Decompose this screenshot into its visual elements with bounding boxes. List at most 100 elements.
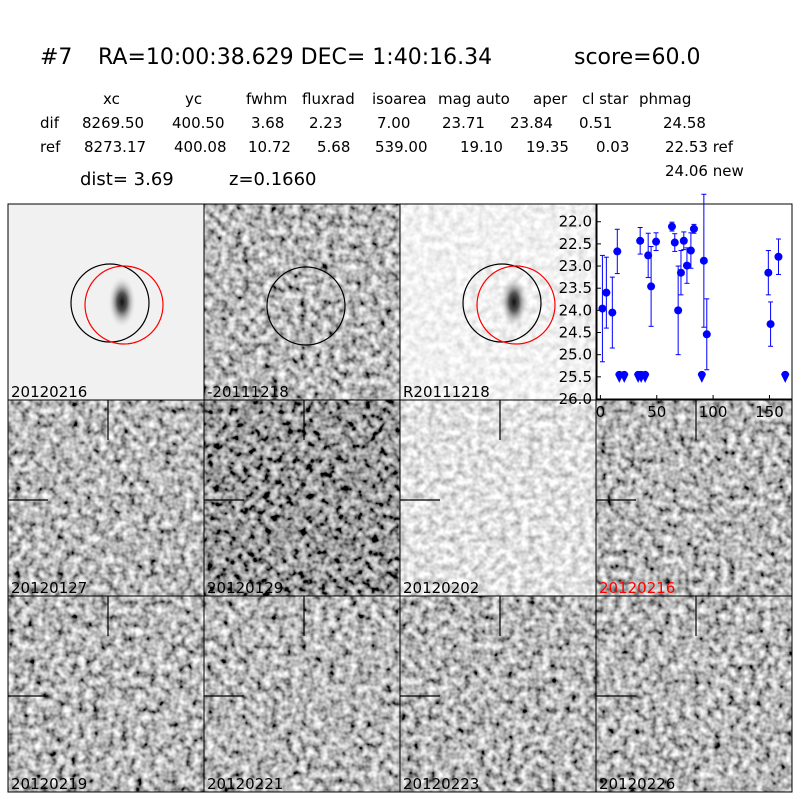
detection bbox=[702, 330, 711, 339]
stamp-image bbox=[204, 400, 400, 596]
column-header: fwhm bbox=[246, 90, 287, 108]
detection bbox=[766, 320, 775, 329]
aperture-ref bbox=[84, 265, 164, 345]
stamp-label: 20120219 bbox=[11, 775, 87, 793]
detection bbox=[647, 282, 656, 291]
y-tick-label: 23.5 bbox=[559, 279, 592, 297]
table-cell: 3.68 bbox=[251, 114, 284, 132]
column-header: cl star bbox=[582, 90, 629, 108]
stamp-label: 20120216 bbox=[599, 579, 675, 597]
y-tick-label: 24.0 bbox=[559, 301, 592, 319]
stamp-image bbox=[596, 400, 792, 596]
detection bbox=[670, 238, 679, 247]
detection bbox=[652, 237, 661, 246]
stamp-label: -20111218 bbox=[207, 383, 289, 401]
stamp-image bbox=[204, 596, 400, 792]
distance: dist= 3.69 bbox=[80, 169, 174, 190]
header: #7 RA=10:00:38.629 DEC= 1:40:16.34 score… bbox=[40, 45, 744, 190]
detection bbox=[644, 251, 653, 260]
phmag-new: 24.06 new bbox=[665, 162, 744, 180]
column-header: phmag bbox=[639, 90, 691, 108]
table-cell: 7.00 bbox=[377, 114, 410, 132]
detection bbox=[602, 288, 611, 297]
x-tick-label: 50 bbox=[647, 403, 666, 421]
table-cell: 0.51 bbox=[579, 114, 612, 132]
x-tick-label: 150 bbox=[755, 403, 784, 421]
detection bbox=[774, 252, 783, 261]
row-label: dif bbox=[40, 114, 60, 132]
stamp-label: 20120127 bbox=[11, 579, 87, 597]
upper-limit bbox=[697, 370, 706, 383]
detection bbox=[674, 306, 683, 315]
detection bbox=[682, 261, 691, 270]
table-cell: 19.10 bbox=[460, 138, 503, 156]
y-tick-label: 23.0 bbox=[559, 257, 592, 275]
redshift: z=0.1660 bbox=[229, 169, 317, 190]
candidate-id: #7 bbox=[40, 45, 72, 70]
table-cell: 400.08 bbox=[174, 138, 227, 156]
table-cell: 8273.17 bbox=[84, 138, 146, 156]
table-cell: 8269.50 bbox=[82, 114, 144, 132]
detection bbox=[636, 236, 645, 245]
detection bbox=[699, 256, 708, 265]
stamp-image bbox=[8, 596, 204, 792]
table-cell: 10.72 bbox=[248, 138, 291, 156]
stamp-image bbox=[204, 204, 400, 400]
y-tick-label: 25.5 bbox=[559, 368, 592, 386]
table-cell: 539.00 bbox=[375, 138, 428, 156]
column-header: aper bbox=[533, 90, 568, 108]
stamp-image bbox=[8, 400, 204, 596]
stamp-frame bbox=[595, 595, 793, 793]
aperture bbox=[266, 266, 346, 346]
stamp-label: 20120129 bbox=[207, 579, 283, 597]
table-cell: 24.58 bbox=[663, 114, 706, 132]
upper-limit bbox=[620, 370, 629, 383]
galaxy bbox=[500, 276, 528, 328]
stamp-image bbox=[400, 400, 596, 596]
x-tick-label: 100 bbox=[699, 403, 728, 421]
table-cell: 400.50 bbox=[172, 114, 225, 132]
column-header: fluxrad bbox=[302, 90, 355, 108]
detection bbox=[608, 308, 617, 317]
column-header: isoarea bbox=[372, 90, 427, 108]
table-cell: 23.84 bbox=[510, 114, 553, 132]
table-cell: 19.35 bbox=[526, 138, 569, 156]
detection bbox=[679, 236, 688, 245]
light-curve: 22.0 22.5 23.0 23.5 24.0 24.5 25.0 25.5 26.00 50 1… bbox=[559, 193, 793, 421]
table-cell: 22.53 ref bbox=[665, 138, 734, 156]
stamp-image bbox=[8, 204, 204, 400]
table-cell: 2.23 bbox=[309, 114, 342, 132]
stamp-label: 20120202 bbox=[403, 579, 479, 597]
table-cell: 5.68 bbox=[317, 138, 350, 156]
stamp-label: 20120216 bbox=[11, 383, 87, 401]
detection bbox=[689, 224, 698, 233]
y-tick-label: 25.0 bbox=[559, 346, 592, 364]
detection bbox=[764, 268, 773, 277]
y-tick-label: 22.0 bbox=[559, 213, 592, 231]
row-label: ref bbox=[40, 138, 61, 156]
x-tick-label: 0 bbox=[596, 403, 606, 421]
galaxy bbox=[108, 276, 136, 328]
detection bbox=[598, 304, 607, 313]
column-header: yc bbox=[185, 90, 202, 108]
score: score=60.0 bbox=[574, 45, 701, 70]
stamp-label: 20120226 bbox=[599, 775, 675, 793]
y-tick-label: 26.0 bbox=[559, 390, 592, 408]
column-header: xc bbox=[103, 90, 120, 108]
stamps: 20120216 -20111218 R20111218 20120127 201201… bbox=[7, 203, 793, 793]
stamp-label: 20120221 bbox=[207, 775, 283, 793]
stamp-wash bbox=[400, 204, 596, 400]
column-header: mag auto bbox=[438, 90, 510, 108]
stamp-label: 20120223 bbox=[403, 775, 479, 793]
aperture-ref bbox=[476, 265, 556, 345]
stamp-image bbox=[596, 596, 792, 792]
detection bbox=[667, 222, 676, 231]
upper-limit bbox=[781, 370, 790, 383]
y-tick-label: 22.5 bbox=[559, 235, 592, 253]
stamp-image bbox=[400, 596, 596, 792]
stamp-label: R20111218 bbox=[403, 383, 490, 401]
table-cell: 23.71 bbox=[442, 114, 485, 132]
upper-limit bbox=[641, 370, 650, 383]
plot-area bbox=[596, 203, 793, 400]
